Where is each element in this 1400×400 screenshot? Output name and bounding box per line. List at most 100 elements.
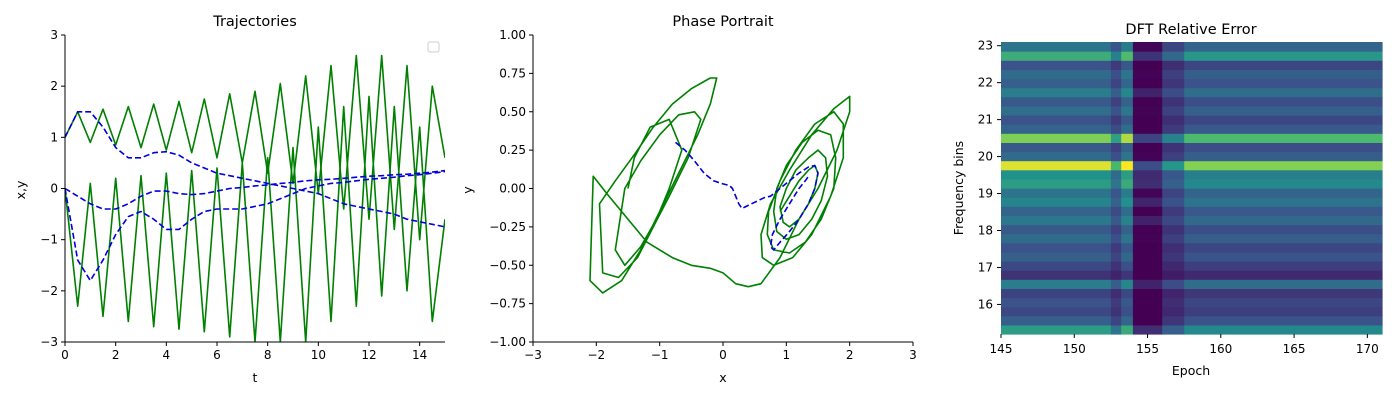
heatmap-cell xyxy=(1001,42,1112,52)
heatmap-cell xyxy=(1162,151,1185,162)
heatmap-cell xyxy=(1184,69,1383,80)
heatmap-cell xyxy=(1132,224,1163,235)
heatmap-cell xyxy=(1121,297,1134,308)
phase-portrait-ytick-label: 0.75 xyxy=(499,66,526,80)
heatmap-cell xyxy=(1162,96,1185,107)
heatmap-cell xyxy=(1110,160,1122,171)
heatmap-cell xyxy=(1162,133,1185,143)
trajectories-ytick-label: 0 xyxy=(50,182,58,196)
trajectories-xtick-label: 12 xyxy=(361,348,376,362)
heatmap-cell xyxy=(1162,251,1185,262)
dft-error-axes: 145 150 155 160 165 170 16 17 18 19 20 21 22 23 xyxy=(978,39,1379,356)
heatmap-cell xyxy=(1184,188,1383,198)
phase-portrait-ytick-label: −0.75 xyxy=(489,297,526,311)
heatmap-cell xyxy=(1121,124,1134,134)
heatmap-cell xyxy=(1132,197,1163,207)
dft-error-xtick-label: 155 xyxy=(1136,342,1159,356)
heatmap-cell xyxy=(1110,297,1122,308)
heatmap-cell xyxy=(1162,242,1185,253)
phase-portrait-xtick-label: 3 xyxy=(909,348,917,362)
heatmap-cell xyxy=(1132,261,1163,271)
dft-error-title: DFT Relative Error xyxy=(1125,22,1256,38)
heatmap-cell xyxy=(1162,324,1185,335)
heatmap-cell xyxy=(1184,324,1383,335)
heatmap-cell xyxy=(1121,197,1134,207)
heatmap-cell xyxy=(1132,78,1163,89)
heatmap-cell xyxy=(1184,160,1383,171)
heatmap-cell xyxy=(1121,78,1134,89)
trajectories-title: Trajectories xyxy=(212,14,297,30)
heatmap-cell xyxy=(1184,288,1383,299)
trajectories-xtick-label: 4 xyxy=(163,348,171,362)
heatmap-cell xyxy=(1132,51,1163,61)
heatmap-cell xyxy=(1162,78,1185,89)
heatmap-cell xyxy=(1162,87,1185,98)
heatmap-cell xyxy=(1184,224,1383,235)
trajectories-series-group xyxy=(65,54,445,342)
trajectories-ytick-label: 1 xyxy=(50,130,58,144)
heatmap-cell xyxy=(1001,160,1112,171)
trajectories-xtick-label: 10 xyxy=(311,348,326,362)
heatmap-cell xyxy=(1121,115,1134,125)
heatmap-cell xyxy=(1001,178,1112,189)
heatmap-cell xyxy=(1001,261,1112,271)
heatmap-cell xyxy=(1001,233,1112,244)
heatmap-cell xyxy=(1121,261,1134,271)
heatmap-cell xyxy=(1121,315,1134,326)
heatmap-cell xyxy=(1162,297,1185,308)
heatmap-cell xyxy=(1110,169,1122,180)
heatmap-cell xyxy=(1110,105,1122,116)
heatmap-cell xyxy=(1110,124,1122,134)
heatmap-cell xyxy=(1001,324,1112,335)
heatmap-cell xyxy=(1110,288,1122,299)
heatmap-cell xyxy=(1110,324,1122,335)
dft-error-ytick-label: 16 xyxy=(978,297,993,311)
phase-portrait-ytick-label: −1.00 xyxy=(489,335,526,349)
heatmap-cell xyxy=(1184,270,1383,280)
trajectories-ylabel: x,y xyxy=(13,180,28,199)
heatmap-cell xyxy=(1132,288,1163,299)
heatmap-cell xyxy=(1162,42,1185,52)
heatmap-cell xyxy=(1001,251,1112,262)
heatmap-cell xyxy=(1001,197,1112,207)
heatmap-cell xyxy=(1184,169,1383,180)
dft-error-xtick-label: 165 xyxy=(1283,342,1306,356)
dft-error-ytick-label: 17 xyxy=(978,260,993,274)
heatmap-cell xyxy=(1184,142,1383,153)
heatmap-cell xyxy=(1110,306,1122,317)
heatmap-cell xyxy=(1121,233,1134,244)
trajectories-ytick-label: −1 xyxy=(40,233,58,247)
heatmap-cell xyxy=(1132,233,1163,244)
dft-error-xtick-label: 145 xyxy=(990,342,1013,356)
heatmap-cell xyxy=(1001,142,1112,153)
heatmap-cell xyxy=(1121,306,1134,317)
heatmap-cell xyxy=(1184,261,1383,271)
heatmap-cell xyxy=(1110,215,1122,226)
heatmap-cell xyxy=(1184,105,1383,116)
heatmap-cell xyxy=(1162,142,1185,153)
heatmap-cell xyxy=(1184,297,1383,308)
phase-portrait-xtick-label: −3 xyxy=(524,348,542,362)
heatmap-cell xyxy=(1001,169,1112,180)
heatmap-cell xyxy=(1162,315,1185,326)
heatmap-cell xyxy=(1132,115,1163,125)
heatmap-cell xyxy=(1110,251,1122,262)
dft-error-ytick-label: 19 xyxy=(978,187,993,201)
heatmap-cell xyxy=(1001,242,1112,253)
heatmap-cell xyxy=(1132,178,1163,189)
dft-error-xlabel: Epoch xyxy=(1172,363,1210,378)
heatmap-cell xyxy=(1121,60,1134,70)
heatmap-cell xyxy=(1110,279,1122,289)
phase-portrait-ylabel: y xyxy=(460,186,475,194)
heatmap-cell xyxy=(1110,242,1122,253)
heatmap-cell xyxy=(1110,224,1122,235)
heatmap-cell xyxy=(1162,270,1185,280)
dft-error-ylabel: Frequency bins xyxy=(951,141,966,235)
trajectories-xtick-label: 14 xyxy=(412,348,427,362)
heatmap-cell xyxy=(1184,96,1383,107)
heatmap-cell xyxy=(1184,51,1383,61)
heatmap-cell xyxy=(1121,105,1134,116)
trajectories-ytick-label: 3 xyxy=(50,28,58,42)
heatmap-cell xyxy=(1184,151,1383,162)
